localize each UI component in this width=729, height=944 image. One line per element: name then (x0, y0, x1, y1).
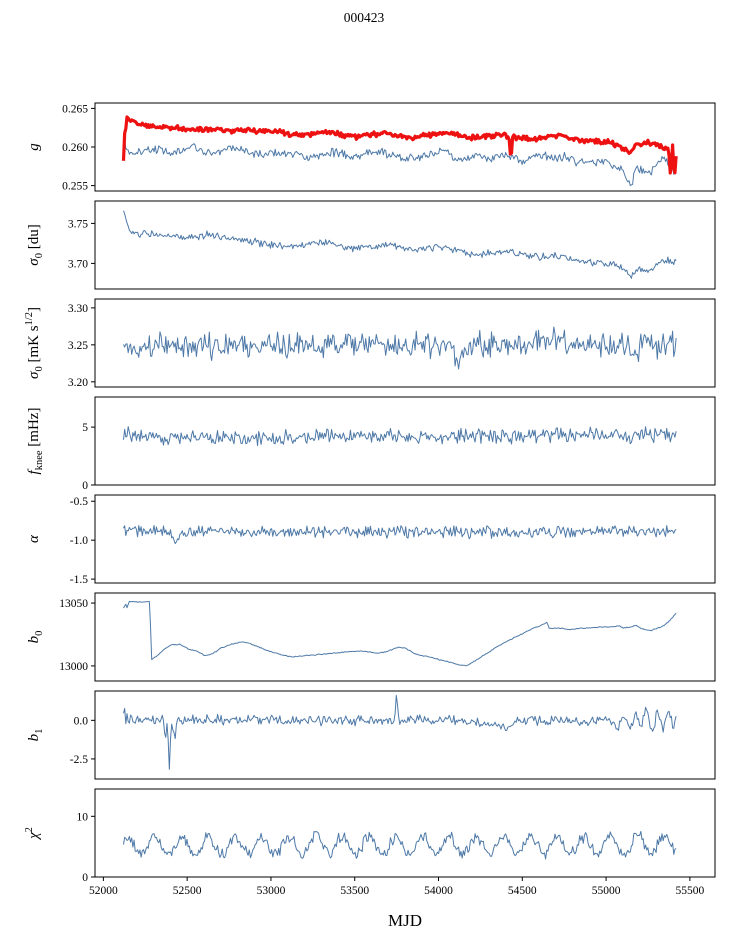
panel-frame (94, 592, 716, 682)
y-tick-label: 0 (82, 480, 88, 492)
y-tick-label: 5 (82, 422, 88, 434)
y-tick-label: -1.0 (70, 535, 88, 547)
y-tick-label: 0.265 (62, 103, 88, 115)
y-tick-label: 13050 (59, 598, 88, 610)
chi2-series (122, 830, 677, 860)
y-tick-label: 3.75 (68, 218, 88, 230)
panel-g: 0.255 0.260 0.265 g (26, 102, 716, 193)
panel-sigma0-mks: 3.20 3.25 3.30 σ0 [mK s1/2] (24, 298, 716, 389)
y-axis-label-sigma0-du: σ0 [du] (26, 224, 45, 265)
panel-b0: 13000 13050 b0 (26, 592, 716, 682)
panel-frame (94, 298, 716, 388)
y-tick-label: -2.5 (70, 754, 88, 766)
y-tick-label: 3.20 (68, 377, 88, 389)
b1-series (123, 694, 677, 770)
y-tick-label: 10 (77, 811, 89, 823)
panel-frame (94, 494, 716, 584)
x-tick-label: 55000 (592, 885, 621, 897)
x-axis-label: MJD (388, 911, 422, 930)
y-axis-label-f-knee: fknee [mHz] (26, 408, 45, 475)
y-tick-label: 3.25 (68, 340, 88, 352)
y-axis-label-b0: b0 (26, 631, 45, 644)
y-axis-label-alpha: α (26, 534, 42, 543)
y-tick-label: -0.5 (70, 496, 88, 508)
b0-series (123, 600, 677, 667)
g-thick-series (121, 115, 678, 175)
x-tick-label: 52000 (89, 885, 118, 897)
y-tick-label: 0.260 (62, 142, 88, 154)
y-tick-label: 3.70 (68, 258, 88, 270)
y-axis-label-sigma0-mks: σ0 [mK s1/2] (24, 307, 45, 379)
y-tick-label: 0.255 (62, 181, 88, 193)
y-axis-label-b1: b1 (26, 729, 45, 742)
panel-frame (94, 396, 716, 486)
y-tick-label: 3.30 (68, 303, 88, 315)
panel-f-knee: 0 5 fknee [mHz] (26, 396, 716, 492)
panel-alpha: -1.5 -1.0 -0.5 α (26, 494, 716, 586)
figure-title: 000423 (344, 10, 385, 25)
x-tick-label: 55500 (675, 885, 704, 897)
panel-chi2: 0 10 χ2 52000 52500 53000 53500 54000 54500 55000… (24, 788, 716, 897)
panel-frame (94, 788, 716, 878)
panel-b1: 0.0 -2.5 b1 (26, 690, 716, 780)
sigma0-mks-series (123, 326, 677, 370)
y-axis-label-g: g (26, 143, 42, 151)
y-tick-label: 0 (82, 872, 88, 884)
x-tick-label: 52500 (173, 885, 202, 897)
y-axis-label-chi2: χ2 (24, 827, 42, 841)
x-tick-label: 54000 (424, 885, 453, 897)
y-tick-label: -1.5 (70, 574, 88, 586)
x-tick-label: 53500 (340, 885, 369, 897)
panel-frame (94, 690, 716, 780)
panel-sigma0-du: 3.70 3.75 σ0 [du] (26, 200, 716, 290)
x-tick-label: 54500 (508, 885, 537, 897)
sigma0-du-series (123, 210, 677, 279)
panel-frame (94, 200, 716, 290)
alpha-series (123, 525, 677, 545)
f-knee-series (122, 426, 677, 447)
g-thin-series (122, 139, 677, 187)
y-tick-label: 13000 (59, 661, 88, 673)
x-tick-label: 53000 (257, 885, 286, 897)
y-tick-label: 0.0 (74, 715, 89, 727)
